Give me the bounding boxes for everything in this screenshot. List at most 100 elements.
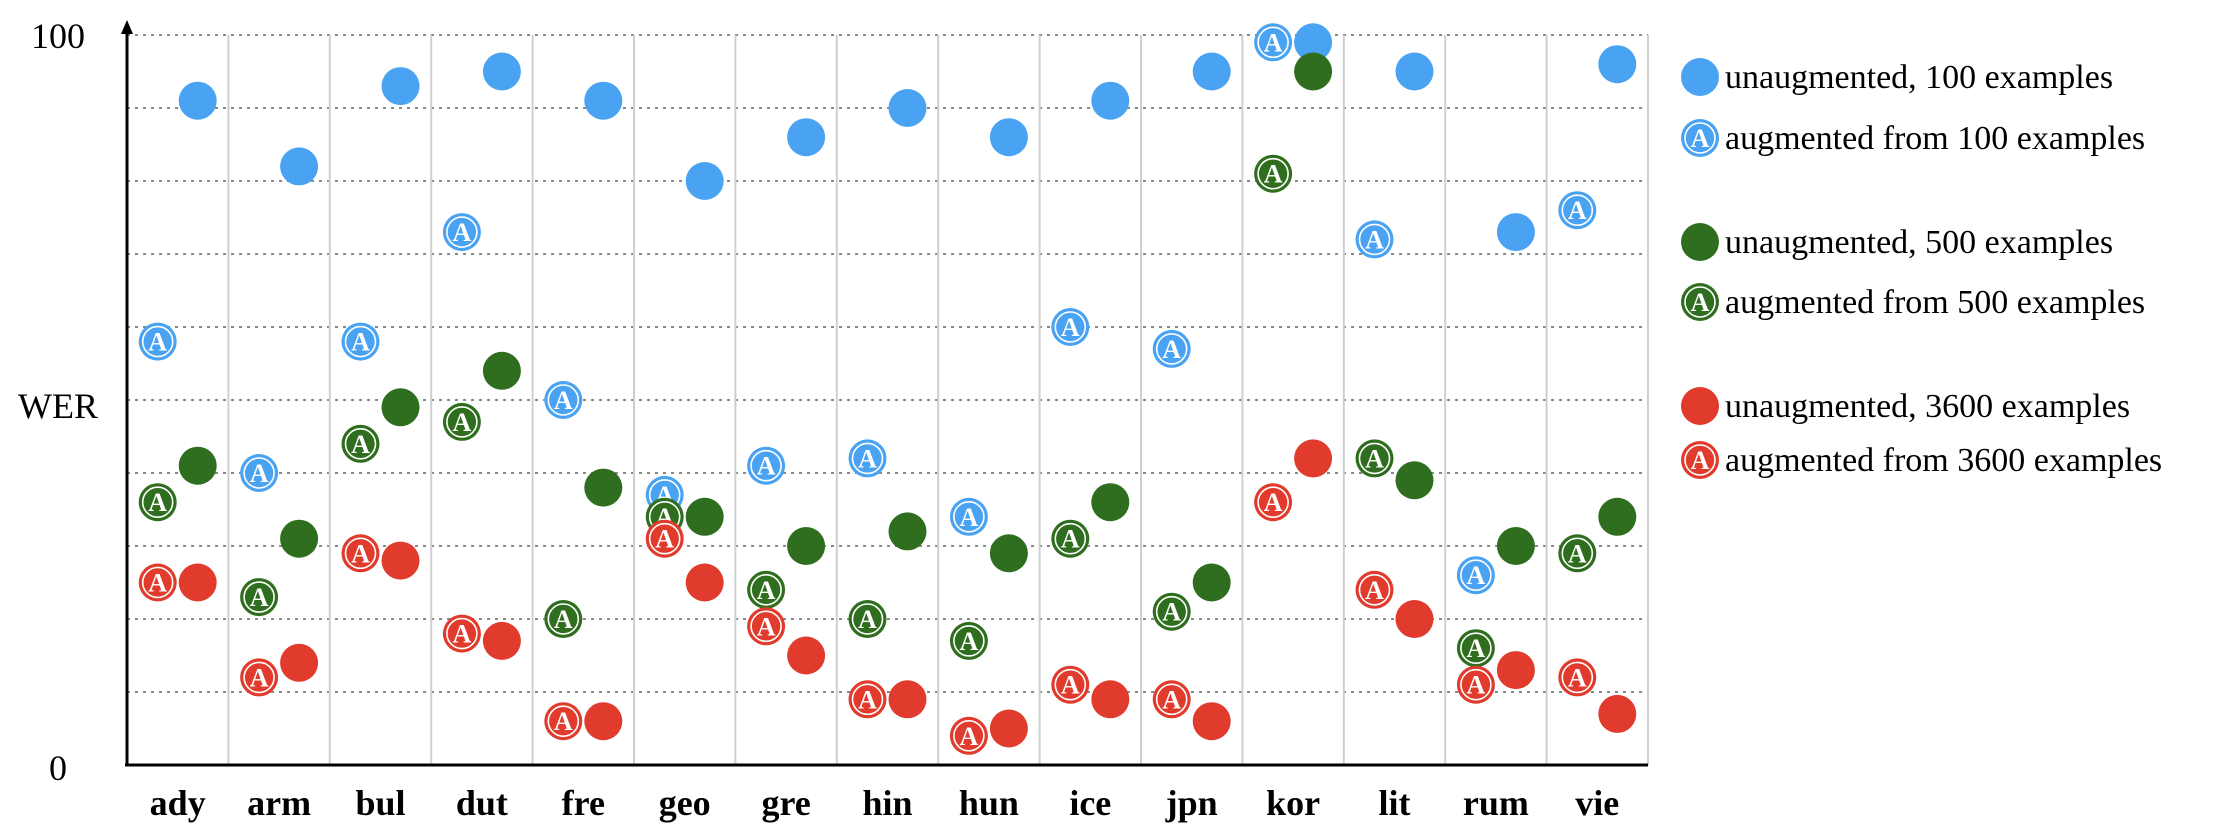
point-series2-kor [1294, 52, 1333, 91]
svg-text:A: A [554, 386, 573, 415]
point-series5-ady: A [138, 563, 177, 602]
point-series3-ady: A [138, 483, 177, 522]
point-series5-kor: A [1254, 483, 1293, 522]
x-tick-label-jpn: jpn [1165, 783, 1218, 823]
point-series2-ice [1091, 483, 1130, 522]
svg-text:A: A [250, 583, 269, 612]
point-series3-hin: A [848, 600, 887, 638]
svg-text:A: A [1264, 488, 1283, 517]
point-series4-ice [1091, 680, 1130, 719]
point-series5-jpn: A [1152, 680, 1191, 719]
legend-marker-2 [1681, 223, 1719, 261]
point-series1-fre: A [544, 381, 583, 419]
point-series1-jpn: A [1152, 329, 1191, 368]
svg-text:A: A [1467, 634, 1486, 663]
point-series0-ady [178, 81, 217, 120]
svg-text:A: A [453, 620, 472, 649]
svg-text:A: A [655, 525, 674, 554]
svg-text:A: A [250, 459, 269, 488]
point-series1-kor: A [1254, 23, 1293, 62]
legend-label-4: unaugmented, 3600 examples [1725, 388, 2130, 425]
point-series0-rum [1496, 213, 1535, 252]
point-series3-rum: A [1456, 629, 1495, 668]
x-tick-label-dut: dut [456, 783, 508, 823]
point-series1-lit: A [1355, 220, 1394, 259]
svg-text:A: A [858, 605, 877, 634]
point-series3-jpn: A [1152, 592, 1191, 631]
point-series0-dut [482, 52, 521, 91]
point-series1-arm: A [240, 454, 279, 492]
svg-text:A: A [148, 328, 167, 357]
point-series2-jpn [1192, 563, 1231, 602]
point-series1-hun: A [949, 497, 988, 536]
point-series4-lit [1395, 600, 1434, 638]
x-tick-label-arm: arm [247, 783, 311, 823]
x-tick-label-ady: ady [150, 783, 206, 823]
svg-text:A: A [1568, 196, 1587, 225]
svg-text:A: A [1365, 444, 1384, 473]
point-series0-fre [584, 81, 623, 120]
legend-label-1: augmented from 100 examples [1725, 120, 2145, 157]
point-series2-fre [584, 468, 623, 507]
point-series4-fre [584, 702, 623, 741]
svg-text:A: A [1061, 313, 1080, 342]
point-series5-dut: A [442, 614, 481, 653]
legend-marker-3: A [1681, 283, 1719, 321]
point-series4-rum [1496, 651, 1535, 690]
svg-text:A: A [148, 488, 167, 517]
point-series5-lit: A [1355, 570, 1394, 609]
point-series1-bul: A [341, 322, 380, 361]
svg-text:A: A [554, 605, 573, 634]
point-series5-hin: A [848, 680, 887, 719]
x-tick-label-vie: vie [1575, 783, 1619, 823]
legend-marker-0 [1681, 58, 1719, 96]
x-tick-label-gre: gre [761, 783, 810, 823]
point-series5-vie: A [1558, 658, 1597, 697]
svg-text:A: A [960, 627, 979, 656]
point-series1-vie: A [1558, 191, 1597, 230]
point-series5-geo: A [645, 519, 684, 558]
legend-marker-5: A [1681, 441, 1719, 479]
x-tick-label-ice: ice [1069, 783, 1111, 823]
point-series5-ice: A [1051, 665, 1090, 704]
point-series3-gre: A [747, 570, 786, 609]
svg-text:A: A [858, 685, 877, 714]
legend-label-3: augmented from 500 examples [1725, 284, 2145, 321]
point-series3-arm: A [240, 578, 279, 617]
svg-text:A: A [960, 503, 979, 532]
x-tick-label-hun: hun [959, 783, 1019, 823]
point-series2-gre [787, 527, 826, 565]
point-series1-ice: A [1051, 308, 1090, 346]
point-series2-vie [1598, 497, 1637, 536]
point-series0-ice [1091, 81, 1130, 120]
point-series4-vie [1598, 694, 1637, 733]
point-series3-kor: A [1254, 154, 1293, 193]
point-series0-gre [787, 118, 826, 157]
svg-text:A: A [858, 444, 877, 473]
point-series2-lit [1395, 461, 1434, 500]
point-series4-gre [787, 636, 826, 675]
svg-text:A: A [453, 408, 472, 437]
svg-text:A: A [1264, 160, 1283, 189]
svg-text:A: A [351, 539, 370, 568]
svg-text:A: A [1162, 335, 1181, 364]
point-series4-hin [888, 680, 927, 719]
point-series2-geo [685, 497, 724, 536]
svg-text:A: A [1365, 225, 1384, 254]
svg-text:A: A [960, 722, 979, 751]
point-series5-fre: A [544, 702, 583, 741]
svg-text:A: A [1568, 663, 1587, 692]
point-series5-rum: A [1456, 665, 1495, 704]
point-series3-bul: A [341, 424, 380, 463]
x-tick-label-bul: bul [355, 783, 405, 823]
point-series4-geo [685, 563, 724, 602]
axes [121, 20, 1648, 767]
point-series0-jpn [1192, 52, 1231, 91]
point-series4-jpn [1192, 702, 1231, 741]
point-series0-hin [888, 89, 927, 127]
point-series5-bul: A [341, 534, 380, 573]
point-series0-hun [989, 118, 1028, 157]
